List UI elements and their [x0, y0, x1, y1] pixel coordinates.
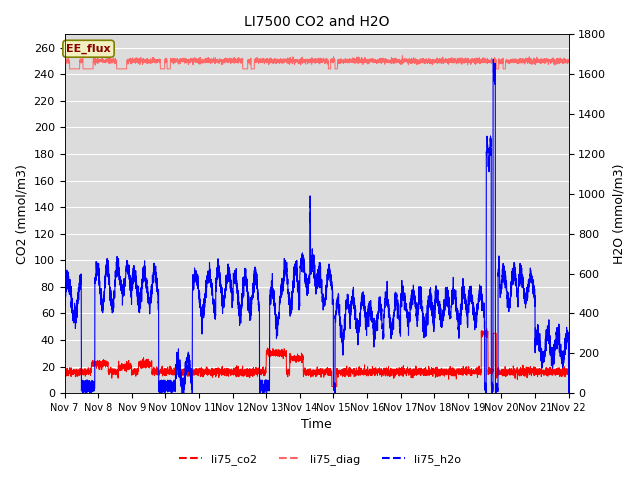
Title: LI7500 CO2 and H2O: LI7500 CO2 and H2O: [244, 15, 389, 29]
Text: EE_flux: EE_flux: [66, 44, 111, 54]
Y-axis label: CO2 (mmol/m3): CO2 (mmol/m3): [15, 164, 28, 264]
X-axis label: Time: Time: [301, 419, 332, 432]
Y-axis label: H2O (mmol/m3): H2O (mmol/m3): [612, 164, 625, 264]
Legend: li75_co2, li75_diag, li75_h2o: li75_co2, li75_diag, li75_h2o: [175, 450, 465, 469]
